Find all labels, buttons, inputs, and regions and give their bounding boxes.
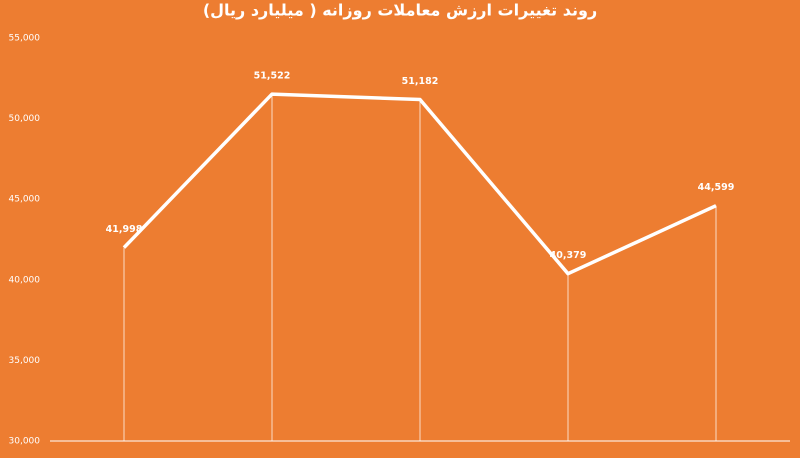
data-label: 41,998	[106, 224, 143, 235]
y-tick-label: 55,000	[9, 34, 41, 44]
y-tick-label: 35,000	[9, 356, 41, 366]
y-tick-label: 40,000	[9, 275, 41, 285]
data-label: 40,379	[550, 250, 587, 261]
y-tick-label: 30,000	[9, 437, 41, 447]
y-tick-label: 45,000	[9, 195, 41, 205]
y-tick-label: 50,000	[9, 114, 41, 124]
line	[122, 92, 717, 276]
chart-title: روند تغییرات ارزش معاملات روزانه ( میلیا…	[203, 1, 597, 20]
data-label: 44,599	[698, 182, 735, 193]
data-label: 51,522	[254, 71, 291, 82]
data-label: 51,182	[402, 76, 439, 87]
